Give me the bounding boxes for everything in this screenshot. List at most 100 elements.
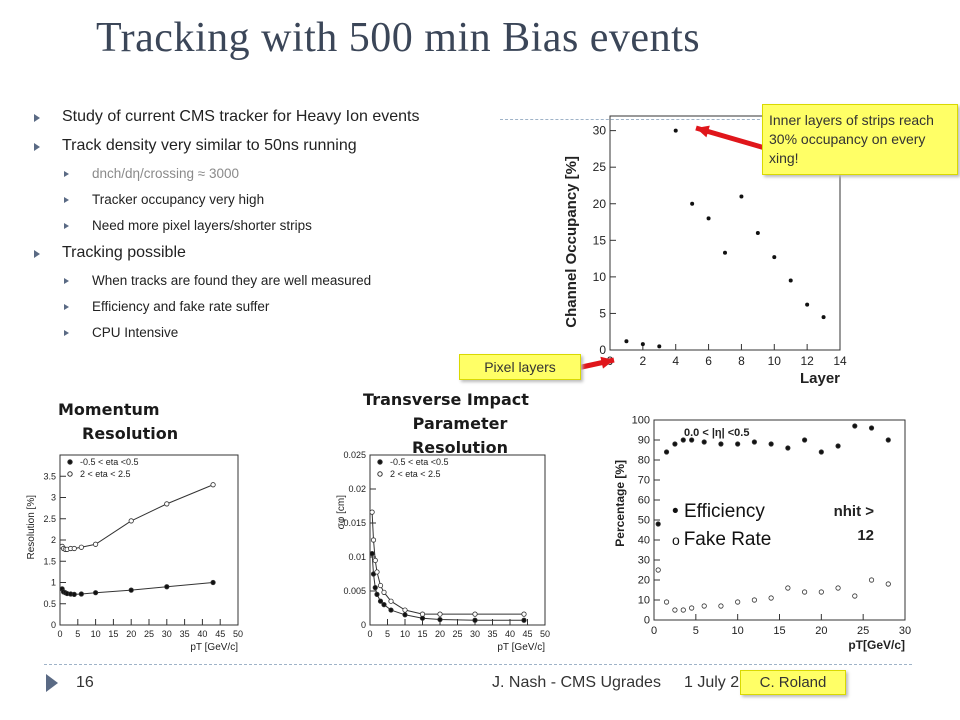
efficiency-series-1-point — [801, 589, 808, 595]
occupancy-x-tick-label: 6 — [705, 354, 712, 368]
efficiency-series-1-point — [672, 607, 678, 613]
momentum-heading-line2: Resolution — [82, 424, 179, 443]
momentum-legend-label: -0.5 < eta <0.5 — [80, 457, 139, 467]
efficiency-series-0-point — [689, 437, 695, 443]
efficiency-series-0-point — [818, 449, 824, 455]
bullet-arrow-icon — [34, 114, 40, 122]
occupancy-x-tick-label: 12 — [800, 354, 814, 368]
impact-series-1-point — [369, 509, 375, 515]
occupancy-point — [673, 128, 678, 133]
momentum-x-tick-label: 40 — [197, 629, 207, 639]
strips-callout-arrow-head — [696, 125, 710, 138]
efficiency-x-tick-label: 30 — [899, 625, 911, 637]
impact-series-0-point — [437, 616, 443, 623]
impact-series-0-point — [377, 598, 384, 604]
efficiency-legend: • Efficiency o Fake Rate — [672, 498, 771, 554]
impact-series-0-point — [388, 607, 394, 613]
efficiency-series-1-point — [852, 593, 858, 599]
impact-series-1-line — [371, 512, 524, 615]
efficiency-y-tick-label: 70 — [638, 475, 650, 487]
impact-series-1-point — [521, 611, 527, 617]
efficiency-series-0-point — [751, 439, 758, 445]
footer-author: J. Nash - CMS Ugrades — [492, 674, 661, 691]
occupancy-x-tick-label: 8 — [738, 354, 745, 368]
momentum-x-tick-label: 20 — [126, 629, 136, 639]
momentum-x-tick-label: 30 — [162, 629, 172, 639]
impact-x-tick-label: 25 — [452, 629, 462, 639]
momentum-series-0-point — [93, 590, 99, 596]
efficiency-x-tick-label: 0 — [651, 625, 657, 637]
efficiency-y-tick-label: 90 — [638, 435, 650, 447]
impact-series-0-point — [521, 617, 527, 623]
occupancy-point — [772, 255, 777, 260]
impact-y-tick-label: 0.015 — [343, 518, 366, 528]
sub-bullet-item: When tracks are found they are well meas… — [34, 273, 574, 299]
momentum-x-tick-label: 5 — [75, 629, 80, 639]
bullet-arrow-icon — [64, 197, 69, 203]
occupancy-point — [624, 339, 629, 344]
occupancy-x-tick-label: 14 — [833, 354, 847, 368]
footer-divider — [44, 664, 912, 665]
impact-y-tick-label: 0.005 — [343, 586, 366, 596]
momentum-x-tick-label: 35 — [180, 629, 190, 639]
occupancy-point — [821, 315, 826, 320]
occupancy-frame — [609, 115, 841, 351]
impact-series-1-point — [374, 569, 380, 575]
bullet-arrow-icon — [64, 304, 69, 310]
bullet-arrow-icon — [64, 278, 69, 284]
impact-y-tick-label: 0.025 — [343, 450, 366, 460]
occupancy-x-axis-label: Layer — [800, 370, 840, 387]
filled-dot-icon: • — [672, 501, 684, 522]
momentum-series-1-line — [61, 484, 214, 550]
efficiency-x-tick-label: 15 — [773, 625, 785, 637]
efficiency-series-1-point — [718, 603, 724, 609]
efficiency-y-tick-label: 30 — [638, 555, 650, 567]
impact-series-1-point — [419, 611, 426, 617]
efficiency-series-1-point — [689, 605, 695, 611]
impact-series-1-point — [377, 582, 384, 589]
bullet-text: Track density very similar to 50ns runni… — [62, 137, 357, 154]
occupancy-y-tick-label: 15 — [593, 233, 607, 247]
bullet-item: Study of current CMS tracker for Heavy I… — [34, 108, 574, 137]
footer-date: 1 July 2 — [684, 674, 740, 691]
impact-series-0-point — [369, 550, 375, 557]
sub-bullet-item: Efficiency and fake rate suffer — [34, 299, 574, 325]
bullet-text: Need more pixel layers/shorter strips — [92, 218, 312, 233]
efficiency-series-0-point — [801, 437, 808, 443]
momentum-frame — [59, 454, 239, 626]
impact-legend-marker — [377, 459, 383, 465]
momentum-legend-marker — [67, 459, 73, 465]
bullet-text: Study of current CMS tracker for Heavy I… — [62, 108, 420, 125]
efficiency-y-tick-label: 40 — [638, 535, 650, 547]
pixel-layers-callout: Pixel layers — [459, 354, 581, 380]
efficiency-x-tick-label: 20 — [815, 625, 827, 637]
momentum-x-tick-label: 50 — [233, 629, 243, 639]
efficiency-series-0-point — [655, 521, 661, 527]
occupancy-x-tick-label: 10 — [768, 354, 782, 368]
efficiency-series-0-point — [885, 437, 891, 443]
bullet-item: Tracking possible — [34, 244, 574, 273]
bullet-text: dnch/dη/crossing ≈ 3000 — [92, 166, 240, 181]
efficiency-x-tick-label: 25 — [857, 625, 869, 637]
open-circle-icon: o — [672, 532, 684, 548]
bullet-item: Track density very similar to 50ns runni… — [34, 137, 574, 166]
impact-series-1-point — [402, 607, 408, 613]
efficiency-series-1-point — [701, 603, 707, 609]
impact-x-tick-label: 40 — [505, 629, 515, 639]
efficiency-legend-label: Efficiency — [683, 501, 765, 522]
credit-callout: C. Roland — [740, 670, 846, 695]
occupancy-x-tick-label: 4 — [672, 354, 679, 368]
bullet-text: Tracking possible — [62, 244, 186, 261]
efficiency-series-0-point — [852, 423, 858, 429]
impact-series-0-point — [381, 601, 387, 608]
nhit-label-line2: 12 — [857, 527, 874, 544]
occupancy-y-tick-label: 10 — [593, 270, 607, 284]
momentum-heading-line1: Momentum — [58, 400, 160, 419]
momentum-series-1-point — [93, 541, 99, 547]
sub-bullet-item: Tracker occupancy very high — [34, 192, 574, 218]
bullet-arrow-icon — [34, 143, 40, 151]
occupancy-point — [739, 194, 744, 199]
efficiency-series-0-point — [735, 441, 741, 447]
momentum-x-axis-label: pT [GeV/c] — [190, 642, 238, 653]
